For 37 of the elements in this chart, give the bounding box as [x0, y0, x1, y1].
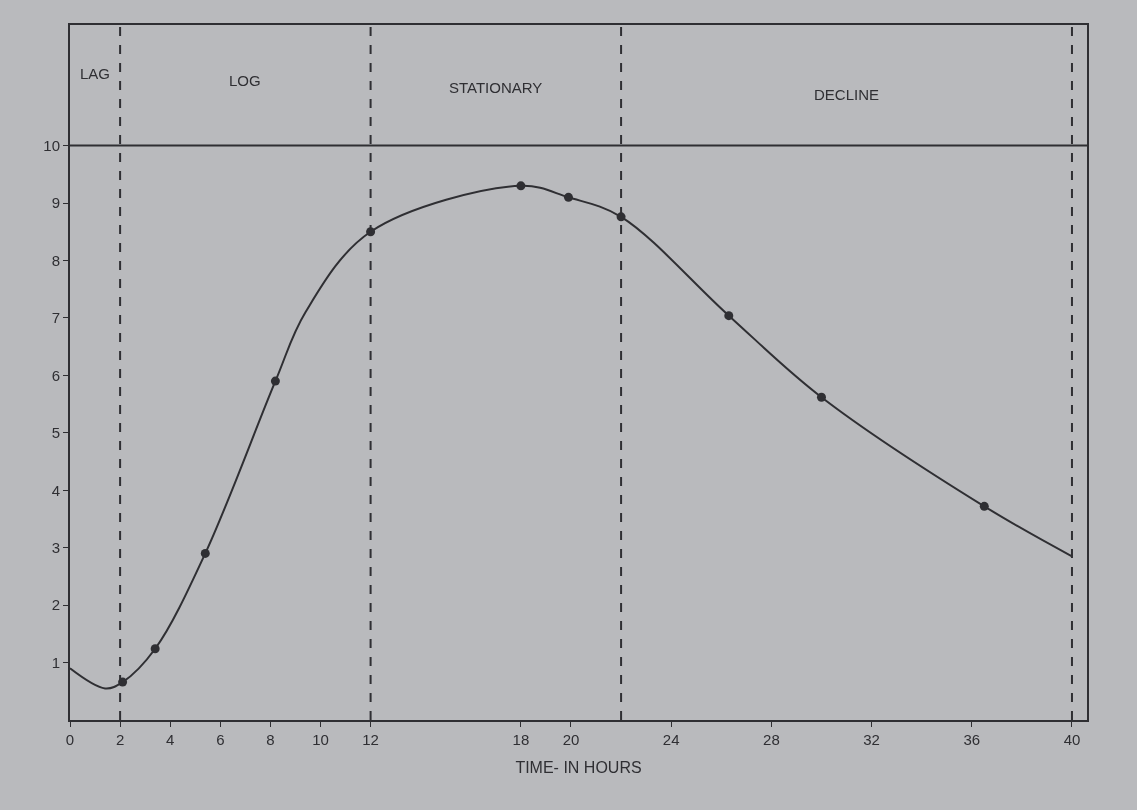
y-tick-label: 10	[43, 136, 60, 154]
x-tick-label: 28	[763, 731, 780, 748]
annotation: LOG	[229, 72, 261, 89]
x-tick-label: 12	[362, 731, 379, 748]
point	[150, 644, 160, 654]
x-tick-label: 36	[963, 731, 981, 748]
point	[200, 548, 210, 558]
annotation: STATIONARY	[449, 79, 543, 96]
y-tick-label: 5	[51, 424, 60, 442]
point	[516, 181, 526, 191]
point	[816, 392, 826, 402]
x-tick-label: 0	[65, 731, 75, 748]
x-tick-label: 6	[216, 731, 225, 748]
point	[563, 192, 573, 202]
y-tick-label: 6	[51, 366, 60, 384]
y-tick-label: 3	[51, 538, 60, 556]
x-tick-label: 24	[662, 731, 680, 748]
x-tick-label: 40	[1063, 731, 1081, 748]
y-tick-label: 4	[51, 481, 60, 499]
x-tick-label: 32	[863, 731, 880, 748]
x-axis-title: TIME- IN HOURS	[515, 759, 642, 777]
y-tick-label: 8	[51, 251, 60, 269]
y-tick-label: 9	[51, 194, 60, 212]
y-tick-label: 2	[51, 596, 60, 614]
x-tick-label: 4	[166, 731, 175, 748]
x-tick-label: 10	[312, 731, 329, 748]
y-tick-label: 1	[51, 653, 60, 671]
x-tick-label: 8	[266, 731, 275, 748]
x-tick-label: 2	[115, 731, 125, 748]
point	[724, 311, 734, 321]
annotation: DECLINE	[814, 86, 880, 103]
x-tick-label: 18	[512, 731, 530, 748]
point	[979, 501, 989, 511]
y-tick-label: 7	[51, 309, 60, 327]
x-tick-label: 20	[562, 731, 580, 748]
point	[270, 376, 280, 386]
annotation: LAG	[80, 65, 111, 82]
